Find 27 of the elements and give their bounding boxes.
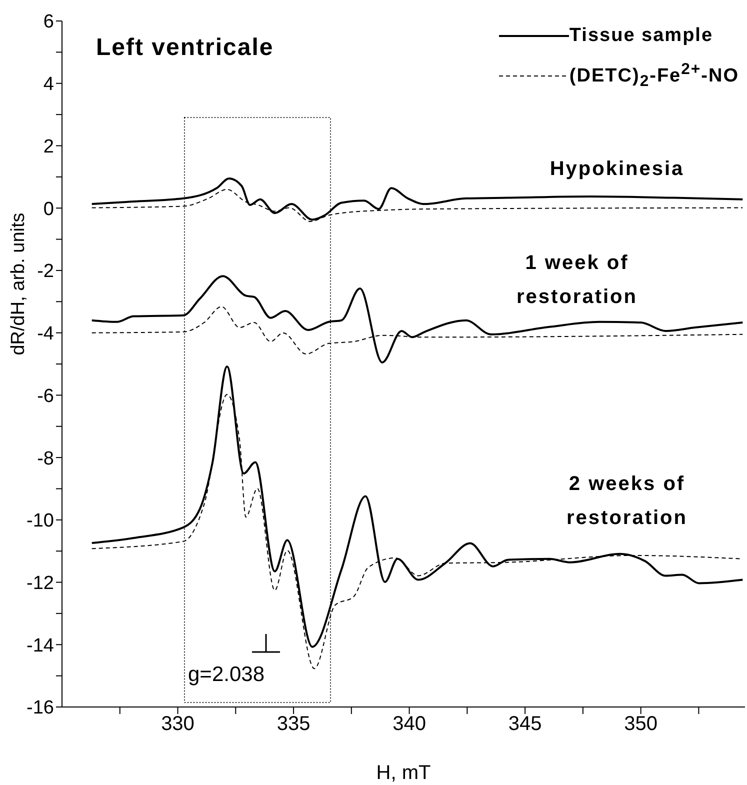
y-tick-label: 6: [43, 12, 54, 33]
x-axis-title: H, mT: [376, 762, 431, 784]
x-tick-label: 340: [392, 713, 426, 736]
y-tick-label: 4: [43, 74, 54, 96]
y-tick-label: -12: [26, 573, 54, 594]
annotation: g=2.038: [188, 663, 264, 687]
y-tick-label: -14: [26, 635, 54, 656]
annotation: 2 weeks of restoration: [566, 472, 688, 531]
y-tick-label: -16: [26, 698, 54, 719]
y-tick-label: -10: [26, 510, 54, 532]
x-tick-label: 350: [624, 713, 658, 736]
y-tick-label: 2: [43, 136, 54, 158]
line-series: [90, 275, 744, 364]
y-tick-label: -4: [37, 324, 54, 345]
x-tick-label: 330: [161, 713, 194, 736]
legend-label: Tissue sample: [569, 25, 714, 47]
x-tick-label: 345: [508, 713, 542, 736]
y-tick-label: 0: [43, 198, 54, 220]
y-axis-title: dR/dH, arb. units: [8, 212, 29, 356]
y-tick-label: -6: [37, 386, 54, 407]
text: Left ventricale: [96, 34, 274, 62]
x-tick-label: 335: [276, 713, 310, 736]
y-tick-label: -8: [37, 448, 54, 470]
y-tick-label: -2: [37, 261, 54, 282]
annotation: 1 week of restoration: [516, 251, 638, 310]
annotation: Hypokinesia: [548, 157, 686, 182]
legend-label: (DETC)$_{2}$-Fe$^{2+}$-NO: [569, 60, 739, 92]
